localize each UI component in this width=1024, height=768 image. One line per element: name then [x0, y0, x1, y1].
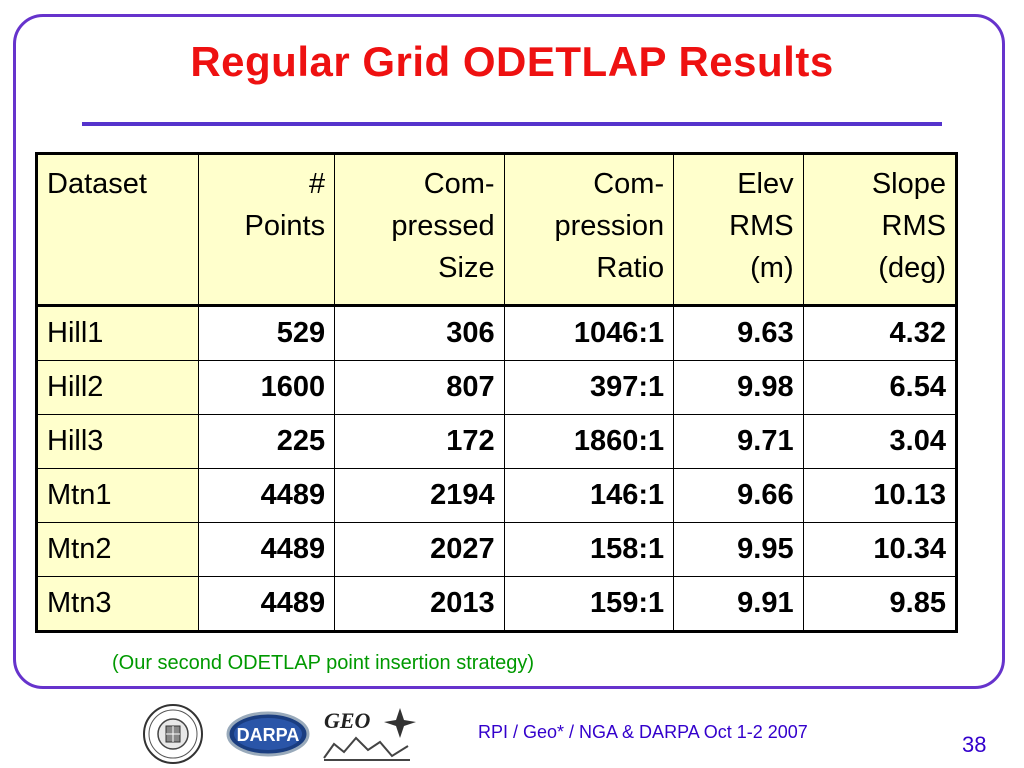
- cell-slope-rms: 3.04: [802, 414, 958, 469]
- cell-slope-rms: 10.13: [802, 468, 958, 523]
- cell-dataset: Hill3: [36, 414, 199, 469]
- cell-elev-rms: 9.71: [673, 414, 804, 469]
- header-line: Com-: [423, 168, 495, 200]
- header-line: (m): [750, 252, 794, 284]
- cell-compression-ratio: 159:1: [503, 576, 675, 632]
- header-line: Com-: [593, 168, 665, 200]
- cell-compressed-size: 172: [334, 414, 505, 469]
- cell-points: 1600: [197, 360, 336, 415]
- geo-logo-icon: GEO: [323, 708, 416, 761]
- cell-slope-rms: 4.32: [802, 305, 958, 361]
- header-line: pression: [554, 210, 665, 242]
- header-compression-ratio: Com- pression Ratio: [503, 153, 675, 306]
- results-table: Dataset # Points Com- pressed Size Com- …: [35, 152, 958, 633]
- header-line: Elev: [737, 168, 794, 200]
- slide-frame: [13, 14, 1005, 689]
- footnote: (Our second ODETLAP point insertion stra…: [112, 652, 535, 674]
- cell-dataset: Hill2: [36, 360, 199, 415]
- header-line: Size: [438, 252, 495, 284]
- cell-slope-rms: 9.85: [802, 576, 958, 632]
- cell-compressed-size: 2013: [334, 576, 505, 632]
- header-line: (deg): [878, 252, 946, 284]
- table-row: Mtn3 4489 2013 159:1 9.91 9.85: [36, 576, 958, 632]
- footer-text: RPI / Geo* / NGA & DARPA Oct 1-2 2007: [478, 722, 808, 742]
- header-line: Dataset: [47, 168, 147, 200]
- cell-elev-rms: 9.91: [673, 576, 804, 632]
- header-line: Points: [244, 210, 326, 242]
- cell-dataset: Hill1: [36, 305, 199, 361]
- table-row: Hill1 529 306 1046:1 9.63 4.32: [36, 305, 958, 361]
- header-line: Slope: [871, 168, 946, 200]
- cell-points: 4489: [197, 468, 336, 523]
- header-line: Ratio: [596, 252, 665, 284]
- header-line: RMS: [881, 210, 946, 242]
- header-line: RMS: [729, 210, 794, 242]
- table-row: Hill2 1600 807 397:1 9.98 6.54: [36, 360, 958, 415]
- darpa-badge-label: DARPA: [237, 725, 300, 745]
- cell-compression-ratio: 1860:1: [503, 414, 675, 469]
- cell-elev-rms: 9.95: [673, 522, 804, 577]
- table-row: Mtn2 4489 2027 158:1 9.95 10.34: [36, 522, 958, 577]
- header-line: #: [308, 168, 326, 200]
- cell-slope-rms: 10.34: [802, 522, 958, 577]
- cell-elev-rms: 9.98: [673, 360, 804, 415]
- rpi-seal-icon: [143, 704, 203, 764]
- header-slope-rms: Slope RMS (deg): [802, 153, 958, 306]
- cell-elev-rms: 9.63: [673, 305, 804, 361]
- cell-compression-ratio: 397:1: [503, 360, 675, 415]
- cell-compressed-size: 2194: [334, 468, 505, 523]
- cell-compression-ratio: 1046:1: [503, 305, 675, 361]
- header-dataset: Dataset: [36, 153, 199, 306]
- header-compressed-size: Com- pressed Size: [334, 153, 505, 306]
- cell-dataset: Mtn2: [36, 522, 199, 577]
- cell-compressed-size: 2027: [334, 522, 505, 577]
- cell-slope-rms: 6.54: [802, 360, 958, 415]
- logo-strip: DARPA GEO: [143, 704, 416, 764]
- table-header-row: Dataset # Points Com- pressed Size Com- …: [36, 153, 958, 306]
- header-points: # Points: [197, 153, 336, 306]
- cell-elev-rms: 9.66: [673, 468, 804, 523]
- table-row: Mtn1 4489 2194 146:1 9.66 10.13: [36, 468, 958, 523]
- cell-points: 4489: [197, 522, 336, 577]
- cell-compressed-size: 807: [334, 360, 505, 415]
- slide-title: Regular Grid ODETLAP Results: [190, 38, 834, 85]
- cell-points: 4489: [197, 576, 336, 632]
- cell-compressed-size: 306: [334, 305, 505, 361]
- cell-dataset: Mtn3: [36, 576, 199, 632]
- cell-compression-ratio: 146:1: [503, 468, 675, 523]
- cell-dataset: Mtn1: [36, 468, 199, 523]
- geo-logo-label: GEO: [324, 708, 371, 733]
- header-line: pressed: [391, 210, 495, 242]
- cell-points: 225: [197, 414, 336, 469]
- cell-points: 529: [197, 305, 336, 361]
- cell-compression-ratio: 158:1: [503, 522, 675, 577]
- header-elev-rms: Elev RMS (m): [673, 153, 804, 306]
- darpa-badge-icon: DARPA: [226, 711, 310, 757]
- page-number: 38: [962, 732, 987, 757]
- table-row: Hill3 225 172 1860:1 9.71 3.04: [36, 414, 958, 469]
- title-underline: [82, 122, 942, 126]
